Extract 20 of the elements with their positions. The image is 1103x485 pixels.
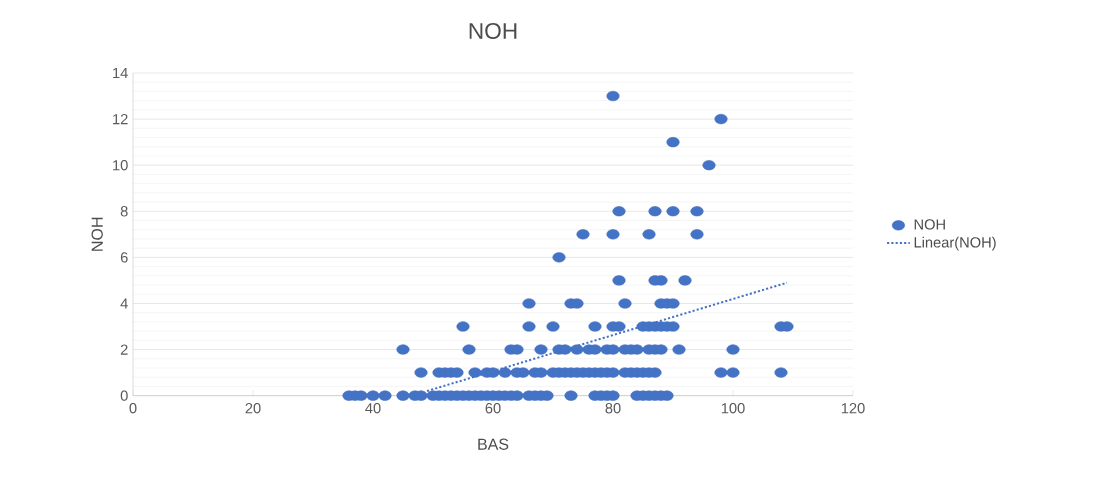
x-tick-label: 0 [129, 403, 137, 414]
x-tick-label: 80 [605, 403, 621, 414]
y-tick-label: 4 [120, 298, 128, 309]
y-tick-label: 8 [120, 206, 128, 217]
y-tick-label: 2 [120, 344, 128, 355]
legend-label: NOH [914, 219, 945, 230]
y-axis-title: NOH [91, 217, 103, 251]
y-tick-label: 6 [120, 252, 128, 263]
x-tick-label: 120 [841, 403, 865, 414]
y-tick-label: 14 [113, 67, 128, 79]
y-tick-label: 0 [120, 390, 128, 401]
x-tick-label: 60 [485, 403, 501, 414]
y-tick-label: 10 [113, 160, 128, 171]
x-tick-label: 20 [245, 403, 261, 414]
y-tick-label: 12 [113, 113, 128, 125]
x-tick-label: 100 [721, 403, 745, 414]
chart-title: NOH [469, 22, 517, 39]
legend-label: Linear(NOH) [914, 236, 996, 251]
x-axis-title: BAS [478, 438, 509, 450]
x-tick-label: 40 [365, 403, 381, 414]
